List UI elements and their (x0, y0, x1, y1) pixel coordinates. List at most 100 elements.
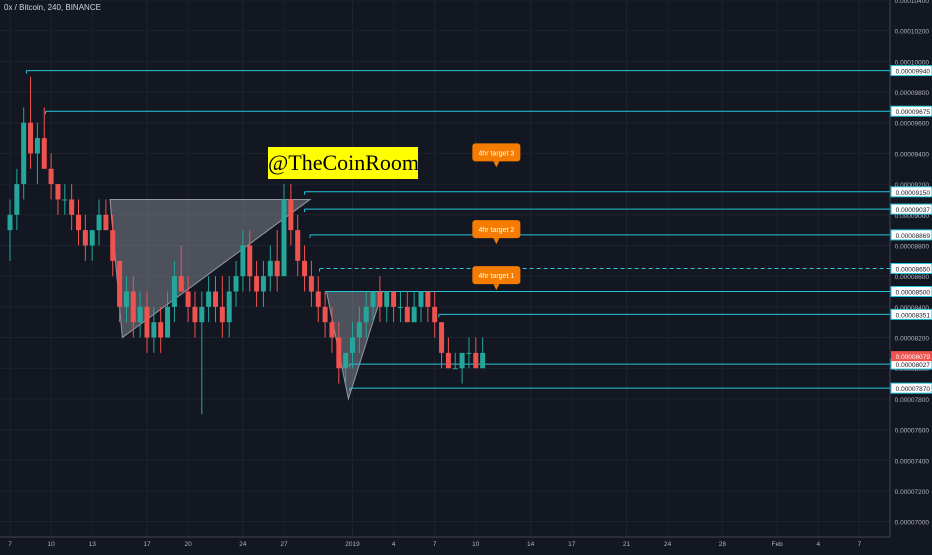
candle-body (137, 306, 143, 323)
time-tick-label: 7 (8, 541, 12, 548)
candle-body (96, 214, 102, 231)
time-tick-label: 14 (527, 541, 535, 548)
candle-body (288, 199, 294, 231)
candle-body (165, 306, 171, 338)
level-price-label: 0.00009150 (896, 190, 931, 197)
level-price-tag (890, 286, 932, 298)
price-tick-label: 0.00010000 (895, 59, 930, 66)
time-tick-label: 7 (433, 541, 437, 548)
level-price-label: 0.00008869 (896, 233, 931, 240)
candle-body (377, 291, 383, 307)
level-price-label: 0.00009037 (896, 207, 931, 214)
time-tick-label: 17 (568, 541, 576, 548)
time-tick-label: 24 (239, 541, 247, 548)
level-price-tag (890, 308, 932, 320)
time-tick-label: 24 (664, 541, 672, 548)
time-tick-label: 7 (858, 541, 862, 548)
candle-body (41, 138, 47, 169)
candle-body (28, 122, 34, 154)
price-tick-label: 0.00008800 (895, 243, 930, 250)
time-tick-label: 10 (47, 541, 55, 548)
candle-body (123, 291, 129, 307)
pattern-triangle (109, 198, 312, 339)
candle-body (391, 291, 397, 307)
candle-body (480, 352, 486, 369)
candle-body (425, 291, 431, 307)
candle-body (171, 276, 177, 307)
level-price-tag (890, 229, 932, 241)
candle-body (247, 245, 253, 277)
price-tick-label: 0.00009400 (895, 151, 930, 158)
candle-body (213, 291, 218, 307)
time-tick-label: 10 (472, 541, 480, 548)
target-callout: 4hr target 3 (472, 143, 521, 168)
price-tick-label: 0.00007400 (895, 458, 930, 465)
candle-body (308, 276, 314, 292)
time-tick-label: Feb (772, 541, 784, 548)
candle-body (226, 291, 232, 323)
candle-body (34, 138, 40, 154)
candle-body (452, 368, 458, 370)
candle-body (178, 276, 184, 292)
price-tick-label: 0.00008600 (895, 274, 930, 281)
price-tick-label: 0.00009000 (895, 213, 930, 220)
candle-body (206, 291, 212, 307)
candle-body (185, 291, 191, 307)
time-tick-label: 28 (719, 541, 727, 548)
current-price-label: 0.00008079 (896, 354, 931, 361)
price-tick-label: 0.00007000 (895, 520, 930, 527)
level-price-label: 0.00008027 (896, 362, 931, 369)
level-price-label: 0.00008650 (896, 267, 931, 274)
candle-body (322, 306, 328, 323)
level-price-tag (890, 382, 932, 394)
time-tick-label: 21 (623, 541, 631, 548)
level-price-tag (890, 65, 932, 77)
chart-title: 0x / Bitcoin, 240, BINANCE (4, 3, 101, 12)
time-tick-label: 4 (392, 541, 396, 548)
candle-body (158, 322, 164, 338)
level-price-label: 0.00008351 (896, 312, 931, 319)
time-tick-label: 13 (89, 541, 97, 548)
level-price-tag (890, 186, 932, 198)
candle-body (130, 291, 136, 323)
candle-body (55, 184, 61, 200)
price-tick-label: 0.00010200 (895, 29, 930, 36)
candle-body (14, 184, 20, 215)
target-callout-box (472, 266, 521, 285)
level-price-label: 0.00009940 (896, 69, 931, 76)
candle-body (21, 122, 27, 185)
candle-body (254, 276, 260, 292)
level-price-tag (890, 105, 932, 117)
time-tick-label: 17 (143, 541, 151, 548)
candle-body (76, 214, 81, 231)
level-price-label: 0.00007870 (896, 386, 931, 393)
candle-body (110, 230, 116, 261)
candle-body (302, 260, 308, 277)
candle-body (260, 276, 266, 292)
price-tick-label: 0.00009800 (895, 90, 930, 97)
current-price-tag (891, 351, 932, 362)
candle-body (144, 306, 150, 338)
candle-body (466, 352, 472, 354)
candle-body (48, 168, 54, 185)
target-callout-box (472, 220, 521, 239)
price-tick-label: 0.00007600 (895, 428, 930, 435)
candle-body (7, 214, 13, 231)
target-callout-label: 4hr target 3 (478, 150, 514, 157)
target-callout-pointer (493, 238, 500, 245)
price-tick-label: 0.00008000 (895, 366, 930, 373)
candle-body (240, 245, 246, 277)
candle-body (69, 199, 75, 215)
time-tick-label: 2019 (345, 541, 360, 548)
target-callout: 4hr target 2 (472, 220, 521, 245)
price-tick-label: 0.00008400 (895, 305, 930, 312)
candle-body (82, 230, 88, 246)
candle-body (432, 306, 438, 323)
level-price-label: 0.00008500 (896, 290, 931, 297)
time-tick-label: 20 (184, 541, 192, 548)
price-tick-label: 0.00007200 (895, 489, 930, 496)
candle-body (151, 322, 157, 338)
candle-body (199, 306, 205, 323)
